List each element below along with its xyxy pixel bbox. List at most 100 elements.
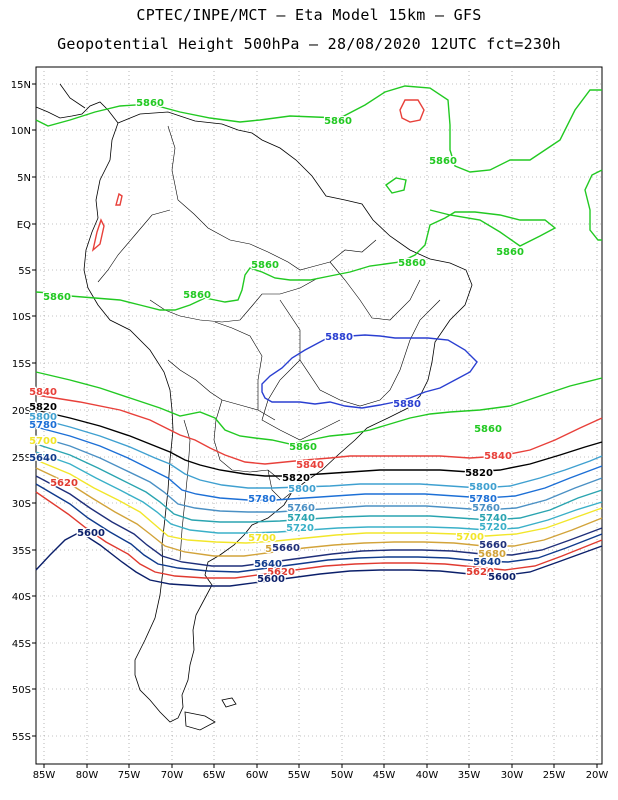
border-8	[267, 469, 293, 501]
state-lines-2	[329, 261, 421, 321]
contour-label-5880: 5880	[393, 399, 421, 410]
border-7	[179, 419, 191, 561]
contour-label-5600: 5600	[77, 528, 105, 539]
tierra-del-fuego	[184, 711, 216, 731]
contour-label-5700: 5700	[29, 436, 57, 447]
contour-label-5680: 5680	[265, 544, 293, 555]
lon-tick-label: 40W	[416, 770, 439, 781]
lat-tick-label: 25S	[12, 453, 31, 464]
contour-5880	[261, 333, 478, 409]
map-frame	[35, 66, 603, 765]
lat-tick-label: 15S	[12, 359, 31, 370]
contour-label-5780: 5780	[248, 494, 276, 505]
border-4	[167, 359, 276, 421]
title-line-1: CPTEC/INPE/MCT – Eta Model 15km – GFS	[136, 6, 482, 24]
lat-tick-label: 40S	[12, 592, 31, 603]
lat-tick-label: 5S	[18, 266, 31, 277]
contour-label-5660: 5660	[479, 540, 507, 551]
contour-label-5860: 5860	[136, 98, 164, 109]
contour-label-5840: 5840	[296, 460, 324, 471]
lon-tick-label: 70W	[161, 770, 184, 781]
lon-tick-label: 20W	[586, 770, 609, 781]
state-lines-3	[261, 359, 341, 441]
lon-tick-label: 75W	[118, 770, 141, 781]
contour-label-5640: 5640	[473, 557, 501, 568]
south-america-coastline	[83, 111, 473, 723]
contour-5860-atlantic	[35, 209, 557, 311]
state-lines-1	[279, 299, 441, 407]
contour-label-5800: 5800	[469, 482, 497, 493]
contour-5860-small-1	[385, 177, 407, 194]
contour-label-5820: 5820	[29, 402, 57, 413]
contour-label-5860: 5860	[474, 424, 502, 435]
contour-5840-small	[399, 99, 425, 123]
contour-label-5760: 5760	[472, 503, 500, 514]
lon-tick-label: 60W	[246, 770, 269, 781]
contour-label-5600: 5600	[488, 572, 516, 583]
contour-label-5800: 5800	[288, 484, 316, 495]
lon-tick-label: 85W	[33, 770, 56, 781]
contour-label-5640: 5640	[254, 559, 282, 570]
contour-lines	[35, 85, 603, 587]
contour-5840-small-2	[91, 218, 105, 252]
contour-label-5620: 5620	[466, 567, 494, 578]
axis-ticks: 15N 10N 5N EQ 5S 10S 15S 20S 25S 30S 35S 40S 45S 50S 5…	[11, 80, 609, 781]
gridlines	[36, 67, 602, 764]
contour-5820	[35, 409, 603, 477]
contour-label-5780: 5780	[469, 494, 497, 505]
contour-label-5720: 5720	[286, 523, 314, 534]
contour-5640	[35, 483, 603, 573]
contour-label-5620: 5620	[50, 478, 78, 489]
lon-tick-label: 45W	[373, 770, 396, 781]
contour-label-5880: 5880	[325, 332, 353, 343]
contour-label-5740: 5740	[479, 513, 507, 524]
contour-label-5860: 5860	[289, 442, 317, 453]
contour-5620	[35, 491, 603, 579]
contour-label-5760: 5760	[287, 503, 315, 514]
lat-tick-label: 45S	[12, 639, 31, 650]
lat-tick-label: 50S	[12, 685, 31, 696]
border-1	[167, 125, 377, 271]
lon-tick-label: 25W	[543, 770, 566, 781]
lon-tick-label: 55W	[288, 770, 311, 781]
contour-label-5860: 5860	[183, 290, 211, 301]
falklands	[221, 697, 237, 708]
contour-label-5640: 5640	[29, 453, 57, 464]
contour-5800	[35, 417, 603, 489]
contour-label-5720: 5720	[479, 522, 507, 533]
lon-tick-label: 35W	[458, 770, 481, 781]
border-2	[97, 209, 171, 283]
contour-label-5860: 5860	[398, 258, 426, 269]
contour-5760	[35, 435, 603, 513]
lat-tick-label: 5N	[17, 173, 31, 184]
contour-5860-south	[35, 371, 603, 445]
lat-tick-label: 20S	[12, 406, 31, 417]
border-5	[213, 399, 281, 481]
lat-tick-label: 10S	[12, 312, 31, 323]
lat-tick-label: 30S	[12, 499, 31, 510]
contour-5740	[35, 443, 603, 523]
central-america-coast	[35, 101, 119, 124]
contour-5600	[35, 531, 603, 587]
contour-label-5860: 5860	[43, 292, 71, 303]
lon-tick-label: 30W	[501, 770, 524, 781]
contour-label-5860: 5860	[251, 260, 279, 271]
contour-label-5820: 5820	[465, 468, 493, 479]
contour-label-5620: 5620	[267, 567, 295, 578]
contour-5680	[35, 467, 603, 557]
contour-label-5780: 5780	[29, 420, 57, 431]
lat-tick-label: 15N	[11, 80, 31, 91]
contour-5700	[35, 459, 603, 544]
contour-label-5860: 5860	[496, 247, 524, 258]
contour-label-5860: 5860	[324, 116, 352, 127]
contour-label-5740: 5740	[287, 513, 315, 524]
lon-tick-label: 80W	[76, 770, 99, 781]
contour-5860-north	[35, 85, 602, 173]
contour-5660	[35, 475, 603, 567]
contour-label-5600: 5600	[257, 574, 285, 585]
contour-labels: 5860 5860 5860 5860 5860 5860 5860 5860 5860 5860…	[28, 97, 525, 587]
contour-label-5800: 5800	[29, 412, 57, 423]
coastlines	[35, 83, 473, 731]
contour-label-5700: 5700	[248, 533, 276, 544]
